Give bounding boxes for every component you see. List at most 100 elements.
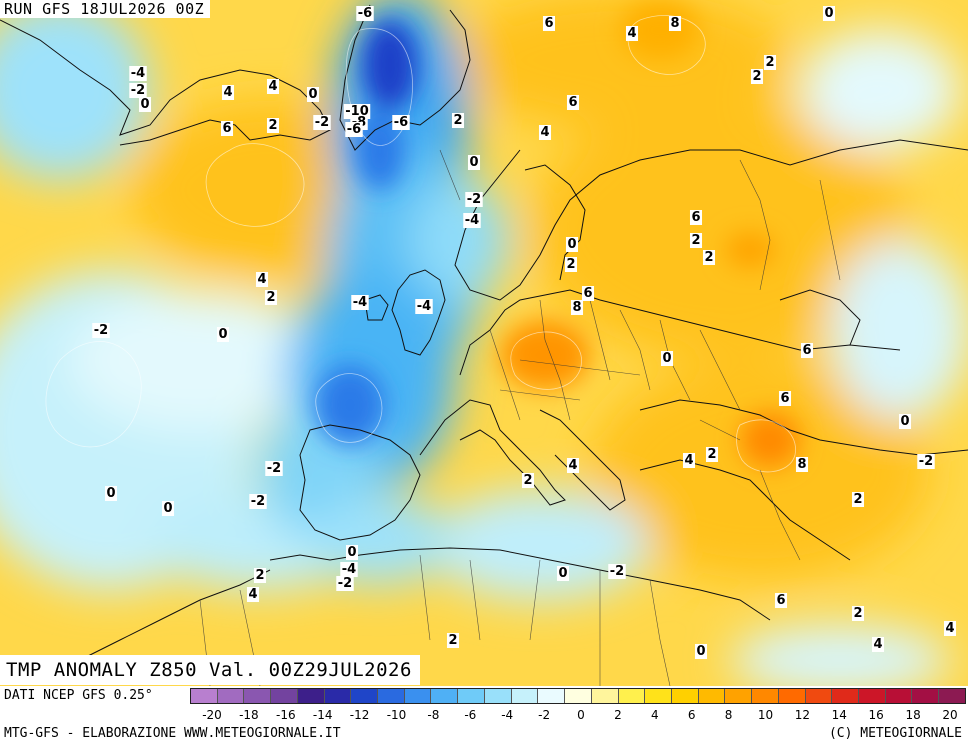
color-scale-swatch bbox=[725, 688, 753, 704]
anomaly-value-label: -2 bbox=[315, 115, 329, 130]
color-scale-swatch bbox=[484, 688, 512, 704]
map-footer: DATI NCEP GFS 0.25° -20 -18 -16 -14 -12 -10 -8… bbox=[0, 686, 968, 745]
color-scale-swatch bbox=[912, 688, 940, 704]
anomaly-value-label-bg bbox=[822, 6, 836, 21]
anomaly-value-label-bg bbox=[795, 457, 809, 472]
color-scale-swatch bbox=[431, 688, 459, 704]
color-scale-swatch bbox=[618, 688, 646, 704]
anomaly-value-label-bg bbox=[265, 461, 283, 476]
anomaly-value-label-bg bbox=[221, 85, 235, 100]
anomaly-value-label-bg bbox=[255, 272, 269, 287]
variable-valid-time-label: TMP ANOMALY Z850 Val. 00Z29JUL2026 bbox=[0, 655, 420, 685]
anomaly-value-label-bg bbox=[800, 343, 814, 358]
color-scale-tick: -18 bbox=[239, 708, 259, 722]
anomaly-value-label-bg bbox=[356, 6, 374, 21]
anomaly-value-label: 0 bbox=[558, 566, 567, 581]
anomaly-value-label-bg bbox=[351, 295, 369, 310]
color-scale-swatch bbox=[190, 688, 218, 704]
anomaly-value-label-bg bbox=[668, 16, 682, 31]
color-scale-tick-labels: -20 -18 -16 -14 -12 -10 -8 -6 -4 -2 0 2 4 6 8 10 12 14 16 1… bbox=[0, 708, 968, 724]
anomaly-value-label: 2 bbox=[266, 290, 275, 305]
color-scale-tick: -8 bbox=[427, 708, 440, 722]
anomaly-value-label-bg bbox=[313, 115, 331, 130]
anomaly-value-label: 8 bbox=[670, 16, 679, 31]
color-scale-tick: -14 bbox=[312, 708, 333, 722]
anomaly-value-label: 2 bbox=[691, 233, 700, 248]
anomaly-value-label-bg bbox=[851, 492, 865, 507]
anomaly-value-label-bg bbox=[564, 257, 578, 272]
anomaly-value-label-bg bbox=[306, 87, 320, 102]
anomaly-value-label-bg bbox=[220, 121, 234, 136]
color-scale-tick: 0 bbox=[577, 708, 585, 722]
anomaly-value-label-bg bbox=[521, 473, 535, 488]
color-scale-swatch bbox=[458, 688, 485, 704]
credit-right: (C) METEOGIORNALE bbox=[828, 726, 962, 741]
anomaly-value-label-bg bbox=[581, 286, 595, 301]
anomaly-value-label: 6 bbox=[780, 391, 789, 406]
color-scale-swatch bbox=[538, 688, 566, 704]
color-scale-tick: -4 bbox=[501, 708, 514, 722]
anomaly-value-label: 4 bbox=[248, 587, 257, 602]
color-scale-tick: 18 bbox=[905, 708, 921, 722]
anomaly-value-label: -4 bbox=[353, 295, 367, 310]
anomaly-value-label: 2 bbox=[523, 473, 532, 488]
color-scale-tick: -2 bbox=[538, 708, 551, 722]
color-scale-tick: 2 bbox=[614, 708, 622, 722]
anomaly-value-label: 0 bbox=[696, 644, 705, 659]
anomaly-value-label: 4 bbox=[684, 453, 693, 468]
anomaly-value-label-bg bbox=[345, 122, 363, 137]
data-source-label: DATI NCEP GFS 0.25° bbox=[4, 688, 153, 703]
anomaly-value-label: -2 bbox=[251, 494, 265, 509]
anomaly-value-label-bg bbox=[871, 637, 885, 652]
color-scale-swatch bbox=[778, 688, 806, 704]
anomaly-value-label: -6 bbox=[358, 6, 372, 21]
anomaly-value-label-bg bbox=[702, 250, 716, 265]
color-scale-swatch bbox=[217, 688, 245, 704]
anomaly-value-label-bg bbox=[851, 606, 865, 621]
anomaly-value-label: 6 bbox=[544, 16, 553, 31]
anomaly-value-label: 6 bbox=[583, 286, 592, 301]
anomaly-value-label-bg bbox=[104, 486, 118, 501]
anomaly-value-label-bg bbox=[253, 568, 267, 583]
anomaly-value-label-bg bbox=[689, 233, 703, 248]
color-scale-swatch bbox=[404, 688, 432, 704]
anomaly-value-label: 2 bbox=[752, 69, 761, 84]
anomaly-value-label-bg bbox=[266, 118, 280, 133]
color-scale-swatch bbox=[752, 688, 779, 704]
color-scale-swatch bbox=[351, 688, 379, 704]
color-scale-tick: -20 bbox=[202, 708, 222, 722]
anomaly-value-label: -2 bbox=[610, 564, 624, 579]
anomaly-value-label: 0 bbox=[662, 351, 671, 366]
anomaly-value-label: 4 bbox=[257, 272, 266, 287]
anomaly-value-label-bg bbox=[705, 447, 719, 462]
anomaly-value-label-bg bbox=[565, 237, 579, 252]
anomaly-value-label-bg bbox=[763, 55, 777, 70]
anomaly-value-label: 0 bbox=[163, 501, 172, 516]
anomaly-field bbox=[0, 0, 968, 686]
anomaly-value-label-bg bbox=[608, 564, 626, 579]
anomaly-value-label: -2 bbox=[267, 461, 281, 476]
anomaly-value-label-bg bbox=[467, 155, 481, 170]
color-scale-swatch bbox=[832, 688, 859, 704]
color-scale-swatch bbox=[671, 688, 699, 704]
color-scale-swatch bbox=[297, 688, 325, 704]
anomaly-value-label-bg bbox=[898, 414, 912, 429]
anomaly-value-label-bg bbox=[465, 192, 483, 207]
anomaly-value-label-bg bbox=[264, 290, 278, 305]
temperature-anomaly-map: -6680-4-20440624226-2-10-8-62-640-26-422… bbox=[0, 0, 968, 686]
anomaly-value-label: 0 bbox=[140, 97, 149, 112]
anomaly-value-label: 4 bbox=[268, 79, 277, 94]
anomaly-value-label: 0 bbox=[218, 327, 227, 342]
anomaly-value-label: -6 bbox=[394, 115, 408, 130]
isotherm-value-labels: -6680-4-20440624226-2-10-8-62-640-26-422… bbox=[92, 6, 957, 659]
color-scale-swatch bbox=[324, 688, 352, 704]
color-scale-tick: -10 bbox=[386, 708, 407, 722]
anomaly-value-label-bg bbox=[538, 125, 552, 140]
color-scale-bar bbox=[190, 688, 966, 704]
color-scale-tick: 8 bbox=[724, 708, 733, 722]
anomaly-value-label-bg bbox=[778, 391, 792, 406]
anomaly-value-label-bg bbox=[249, 494, 267, 509]
anomaly-value-label-bg bbox=[246, 587, 260, 602]
anomaly-value-label: 4 bbox=[873, 637, 882, 652]
color-scale-tick: -16 bbox=[275, 708, 296, 722]
